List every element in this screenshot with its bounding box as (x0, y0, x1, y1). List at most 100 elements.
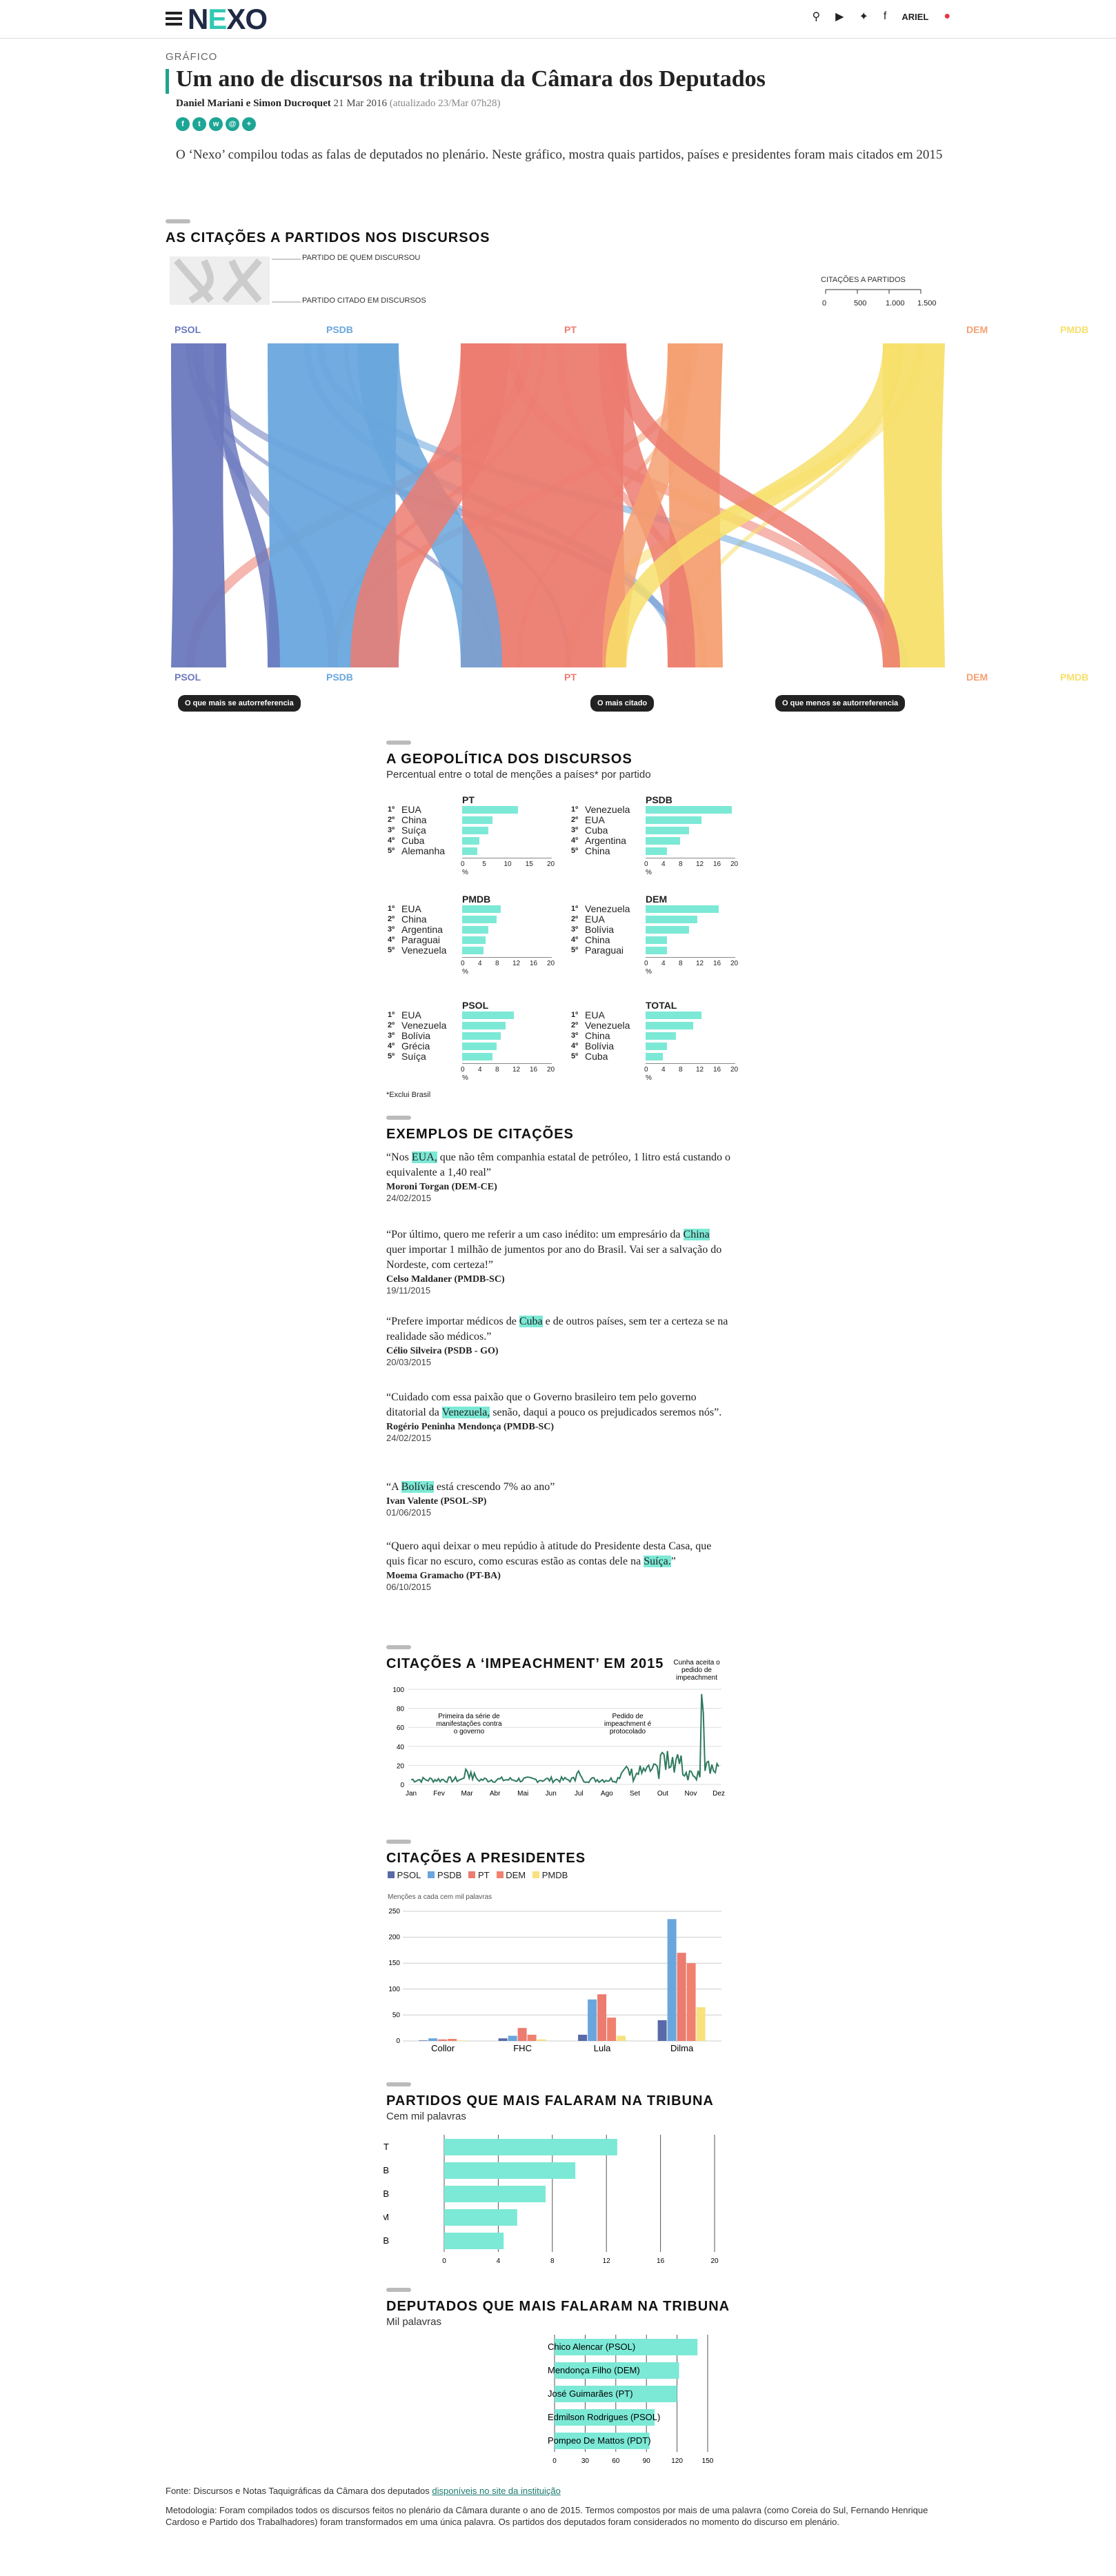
category-label: PMDB (383, 2188, 389, 2199)
geo-chart-psol[interactable]: PSOL 1º EUA 2º Venezuela 3º Bolívia 4º Grécia 5º S… (386, 1000, 559, 1103)
x-tick: Ago (601, 1790, 613, 1798)
byline: Daniel Mariani e Simon Ducroquet 21 Mar … (176, 98, 501, 110)
flow-top-label-pmdb: PMDB (1060, 324, 1089, 335)
category-label: DEM (383, 2212, 389, 2222)
geo-tick: 20 (730, 1066, 739, 1074)
title-accent (166, 69, 169, 94)
search-icon[interactable]: ⚲ (812, 11, 821, 23)
geo-bar (646, 1053, 663, 1060)
geo-chart-dem[interactable]: DEM 1º Venezuela 2º EUA 3º Bolívia 4º China 5º Par… (570, 894, 742, 997)
x-tick: 4 (497, 2257, 501, 2265)
source-text: Fonte: Discursos e Notas Taquigráficas d… (166, 2486, 432, 2496)
bar (537, 2039, 546, 2041)
country-label: Paraguai (401, 934, 441, 945)
user-icon[interactable]: ● (944, 10, 950, 22)
quote-text: “Prefere importar médicos de Cuba e de o… (386, 1316, 728, 1342)
section-tag (386, 2082, 411, 2086)
geo-tick: 16 (713, 960, 721, 967)
plus-share-icon[interactable]: + (242, 117, 256, 131)
x-tick: Fev (433, 1790, 445, 1798)
geo-bar (646, 926, 689, 934)
geo-bar (646, 837, 680, 845)
geo-bar (646, 816, 702, 824)
section-tag (386, 741, 411, 745)
party-citation-flow-chart[interactable] (171, 343, 945, 667)
geo-tick: 12 (512, 1066, 521, 1074)
rank-label: 3º (571, 925, 579, 934)
y-tick: 0 (400, 1782, 404, 1789)
impeachment-title: CITAÇÕES A ‘IMPEACHMENT’ EM 2015 (386, 1656, 664, 1671)
x-tick: Jul (575, 1790, 584, 1798)
scale-tick: 500 (854, 299, 867, 308)
rank-label: 1º (571, 1011, 579, 1019)
highlighted-country: Suíça. (644, 1556, 671, 1567)
rank-label: 4º (388, 836, 395, 845)
updated-date: (atualizado 23/Mar 07h28) (389, 98, 501, 109)
x-tick: Set (630, 1790, 640, 1798)
bar (555, 2433, 650, 2449)
geo-chart-title: DEM (646, 894, 668, 905)
x-tick: Mai (517, 1790, 528, 1798)
geo-bar (462, 936, 486, 944)
geo-chart-title: PT (462, 794, 475, 805)
presidents-title: CITAÇÕES A PRESIDENTES (386, 1851, 586, 1866)
scale-tick: 1.500 (917, 299, 937, 308)
quote-author: Célio Silveira (PSDB - GO) (386, 1346, 499, 1356)
section-tag (166, 219, 190, 223)
quote-item: “Nos EUA, que não têm companhia estatal … (386, 1150, 731, 1203)
section-tag (386, 1840, 411, 1844)
twitter-share-icon[interactable]: t (192, 117, 206, 131)
geo-subtitle: Percentual entre o total de menções a pa… (386, 769, 651, 781)
geo-chart-pt[interactable]: PT 1º EUA 2º China 3º Suíça 4º Cuba 5º Alemanha 0 5 1… (386, 794, 559, 898)
flow-bottom-label-pt: PT (564, 672, 577, 683)
quote-date: 19/11/2015 (386, 1285, 431, 1296)
bar (457, 2040, 467, 2041)
x-tick: 60 (612, 2457, 620, 2465)
nexo-logo[interactable]: NEXO (188, 3, 268, 35)
section-kicker[interactable]: GRÁFICO (166, 51, 218, 63)
bar (677, 1953, 686, 2041)
source-link[interactable]: disponíveis no site da instituição (432, 2486, 561, 2496)
geo-chart-psdb[interactable]: PSDB 1º Venezuela 2º EUA 3º Cuba 4º Argentina 5º C… (570, 794, 742, 898)
geo-chart-pmdb[interactable]: PMDB 1º EUA 2º China 3º Argentina 4º Paraguai 5º V… (386, 894, 559, 997)
country-label: Alemanha (401, 845, 446, 856)
flow-self-psol (171, 343, 226, 667)
geo-axis (646, 957, 735, 958)
geo-bar (462, 926, 488, 934)
user-name[interactable]: ARIEL (901, 11, 929, 22)
rank-label: 5º (571, 946, 579, 954)
twitter-icon[interactable]: ✦ (859, 11, 868, 23)
geo-chart-total[interactable]: TOTAL 1º EUA 2º Venezuela 3º China 4º Bolívia 5º C… (570, 1000, 742, 1103)
bar (588, 1999, 597, 2041)
country-label: China (401, 914, 427, 925)
presidents-legend: PSOL PSDB PT DEM PMDB (388, 1870, 568, 1880)
x-tick: 8 (550, 2257, 555, 2265)
facebook-share-icon[interactable]: f (176, 117, 190, 131)
geo-bar (646, 947, 668, 954)
parties-talk-bar-chart[interactable]: 0 4 8 12 16 20 PT PSDB PMDB DEM PSB (383, 2131, 728, 2268)
rank-label: 1º (388, 905, 395, 913)
whatsapp-share-icon[interactable]: w (209, 117, 223, 131)
quote-item: “Quero aqui deixar o meu repúdio à atitu… (386, 1539, 731, 1592)
flow-top-label-dem: DEM (966, 324, 988, 335)
page-title: Um ano de discursos na tribuna da Câmara… (176, 66, 766, 92)
menu-icon[interactable] (166, 12, 182, 26)
category-label: Chico Alencar (PSOL) (548, 2342, 635, 2352)
email-share-icon[interactable]: @ (226, 117, 239, 131)
deputies-talk-bar-chart[interactable]: 0 30 60 90 120 150 Chico Alencar (PSOL) Mendonç… (383, 2331, 728, 2482)
youtube-icon[interactable]: ▶ (835, 11, 844, 23)
parties-talk-header: PARTIDOS QUE MAIS FALARAM NA TRIBUNA Cem… (386, 2082, 714, 2122)
geo-tick: 4 (661, 960, 666, 967)
facebook-icon[interactable]: f (883, 10, 887, 22)
geo-bar (462, 1053, 492, 1060)
flow-self-pt (461, 343, 626, 667)
bar (555, 2362, 679, 2379)
presidents-bar-chart[interactable]: 250 200 150 100 50 0 Collor FHC Lula Dilma (383, 1904, 728, 2056)
x-tick: Abr (490, 1790, 501, 1798)
geo-tick: 8 (495, 1066, 499, 1074)
bar (438, 2039, 448, 2041)
rank-label: 2º (388, 816, 395, 824)
y-tick: 50 (392, 2011, 401, 2019)
flow-bottom-label-pmdb: PMDB (1060, 672, 1089, 683)
